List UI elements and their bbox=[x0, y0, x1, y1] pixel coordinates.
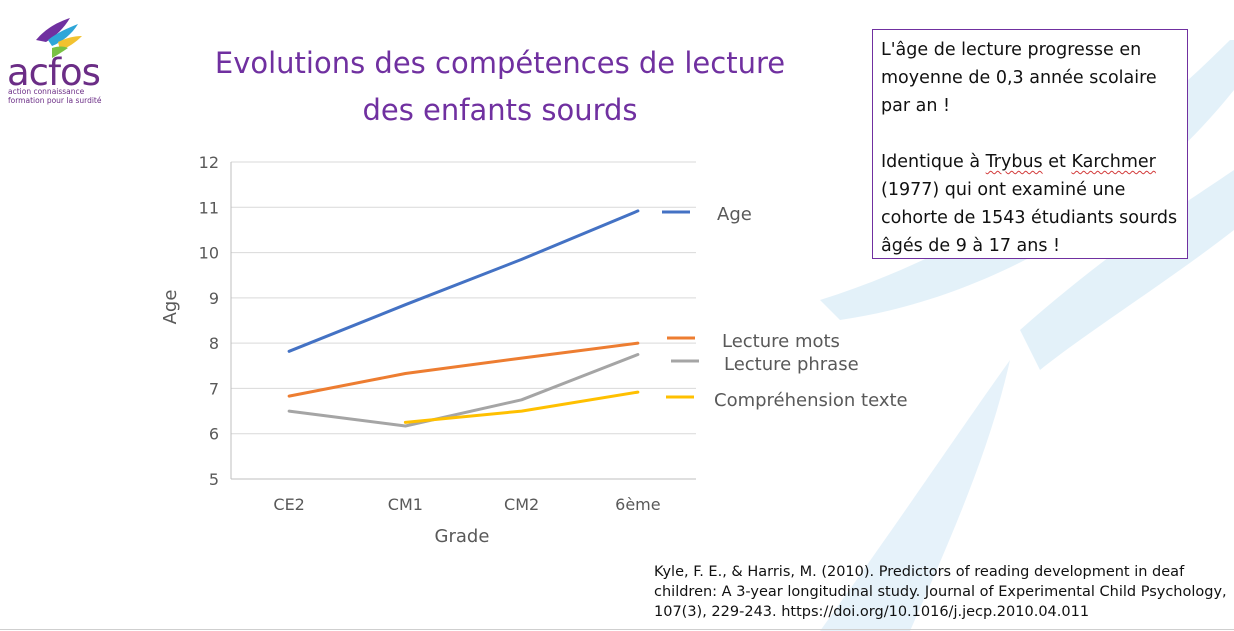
series-line bbox=[403, 390, 640, 424]
slide-title-line-2: des enfants sourds bbox=[362, 93, 638, 127]
x-axis-title: Grade bbox=[435, 526, 490, 547]
citation: Kyle, F. E., & Harris, M. (2010). Predic… bbox=[654, 564, 1227, 620]
legend-label: Lecture phrase bbox=[724, 354, 859, 375]
info-text: Identique à bbox=[881, 152, 986, 172]
bottom-divider bbox=[0, 629, 1234, 630]
y-tick-label: 11 bbox=[199, 198, 219, 217]
series-line bbox=[287, 353, 640, 428]
info-text: (1977) qui ont examiné une cohorte de 15… bbox=[881, 180, 1178, 256]
y-tick-label: 5 bbox=[209, 470, 219, 489]
y-tick-label: 7 bbox=[209, 379, 219, 398]
info-paragraph-1: L'âge de lecture progresse en moyenne de… bbox=[881, 40, 1157, 116]
logo-tagline-2: formation pour la surdité bbox=[8, 96, 102, 105]
info-text: et bbox=[1042, 152, 1072, 172]
series-line bbox=[287, 341, 640, 398]
author-name-karchmer: Karchmer bbox=[1071, 152, 1156, 172]
series-line bbox=[287, 209, 640, 353]
logo-tagline-1: action connaissance bbox=[8, 87, 85, 96]
slide-title-line-1: Evolutions des compétences de lecture bbox=[214, 46, 786, 80]
bird-logo-icon bbox=[36, 18, 82, 58]
x-tick-label: 6ème bbox=[615, 495, 660, 514]
logo-wordmark: acfos bbox=[7, 51, 101, 94]
acfos-logo: acfos action connaissance formation pour… bbox=[6, 10, 116, 110]
y-tick-label: 12 bbox=[199, 153, 219, 172]
x-tick-label: CM2 bbox=[504, 495, 539, 514]
y-tick-label: 9 bbox=[209, 289, 219, 308]
legend-label: Lecture mots bbox=[722, 331, 840, 352]
info-paragraph-2: Identique à Trybus et Karchmer (1977) qu… bbox=[881, 148, 1179, 260]
x-tick-label: CE2 bbox=[273, 495, 304, 514]
y-axis-title: Age bbox=[160, 290, 181, 325]
y-tick-label: 10 bbox=[199, 244, 219, 263]
slide-title: Evolutions des compétences de lecture de… bbox=[190, 40, 810, 134]
info-box: L'âge de lecture progresse en moyenne de… bbox=[872, 29, 1188, 259]
x-tick-label: CM1 bbox=[388, 495, 423, 514]
legend-label: Age bbox=[717, 204, 752, 225]
author-name-trybus: Trybus bbox=[985, 152, 1043, 172]
legend-label: Compréhension texte bbox=[714, 390, 908, 411]
y-tick-label: 8 bbox=[209, 334, 219, 353]
y-tick-label: 6 bbox=[209, 425, 219, 444]
